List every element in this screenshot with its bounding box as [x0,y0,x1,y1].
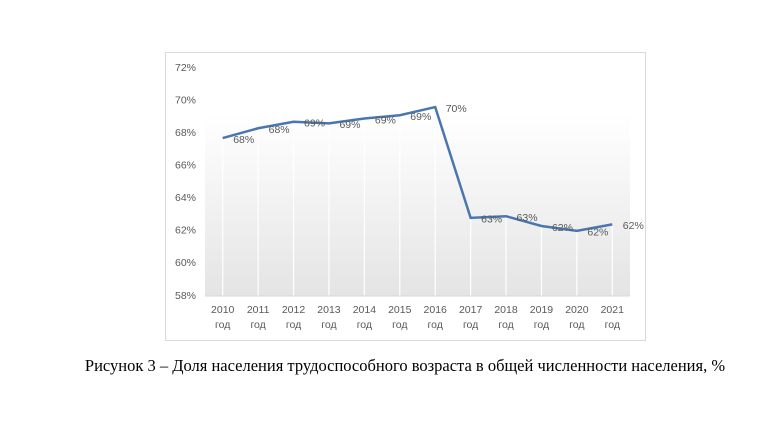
x-tick-label: 2010 год [211,304,235,331]
x-tick-label: 2020 год [565,304,589,331]
data-label: 68% [233,134,254,146]
x-tick-label: 2016 год [423,304,447,331]
data-label: 63% [481,214,502,226]
y-tick-label: 70% [175,94,196,106]
y-tick-label: 68% [175,127,196,139]
data-label: 63% [517,212,538,224]
data-label: 62% [587,227,608,239]
data-label: 69% [304,118,325,130]
x-tick-label: 2018 год [494,304,518,331]
data-label: 62% [623,220,644,232]
x-tick-label: 2014 год [352,304,377,331]
data-label: 62% [552,222,573,234]
y-tick-label: 62% [175,225,196,237]
plot-background [205,115,630,296]
data-label: 69% [410,111,431,123]
data-label: 68% [269,124,290,136]
x-tick-label: 2012 год [281,304,306,331]
series-line [222,105,613,233]
data-label: 69% [339,119,360,131]
x-tick-label: 2017 год [458,304,483,331]
y-tick-label: 72% [175,62,196,74]
x-tick-label: 2019 год [529,304,554,331]
x-tick-label: 2011 год [246,304,270,331]
data-label: 69% [375,114,396,126]
x-tick-label: 2021 год [600,304,624,331]
x-tick-label: 2013 год [317,304,341,331]
data-label: 70% [446,103,467,115]
y-tick-label: 66% [175,159,196,171]
x-tick-label: 2015 год [388,304,412,331]
caption: Рисунок 3 – Доля населения трудоспособно… [84,356,726,375]
y-tick-label: 64% [175,192,196,204]
y-tick-label: 58% [175,290,196,302]
y-tick-label: 60% [175,257,196,269]
